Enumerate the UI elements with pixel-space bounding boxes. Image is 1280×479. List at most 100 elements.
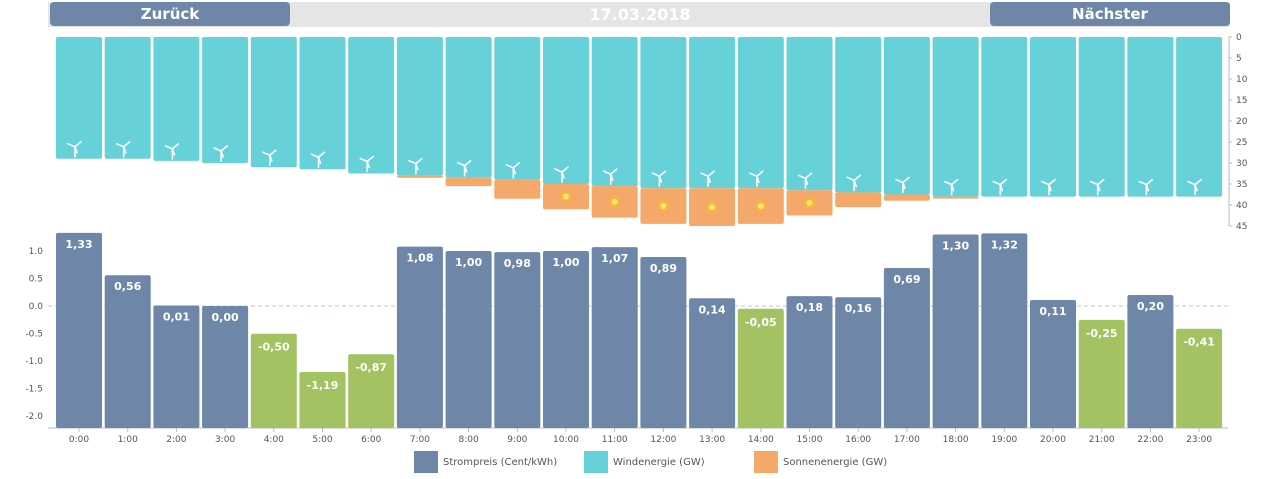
wind-bar-21[interactable] (1078, 37, 1125, 197)
x-tick-label-16: 16:00 (845, 435, 871, 445)
wind-bar-16[interactable] (835, 37, 882, 193)
price-bar-1[interactable] (104, 275, 151, 428)
price-tick-label-4: -1.0 (25, 357, 43, 367)
sun-icon-core (709, 204, 716, 211)
wind-turbine-icon (749, 170, 764, 187)
solar-bar-16[interactable] (835, 192, 882, 208)
price-bar-3[interactable] (202, 306, 249, 428)
energy-tick-label-9: 45 (1236, 222, 1247, 232)
price-bar-21[interactable] (1078, 319, 1125, 428)
energy-tick-label-7: 35 (1236, 180, 1247, 190)
wind-turbine-icon (651, 170, 667, 187)
price-value-label-21: -0,25 (1086, 327, 1118, 340)
price-bar-10[interactable] (543, 251, 589, 428)
price-bar-13[interactable] (689, 298, 736, 428)
price-bar-19[interactable] (981, 233, 1028, 428)
legend-swatch-wind (584, 451, 608, 473)
wind-bar-18[interactable] (932, 37, 979, 197)
wind-bar-20[interactable] (1030, 37, 1076, 197)
solar-bar-17[interactable] (883, 194, 930, 201)
price-tick-label-0: 1.0 (29, 247, 44, 257)
x-tick-label-4: 4:00 (264, 435, 284, 445)
wind-bar-17[interactable] (883, 37, 930, 195)
wind-bar-1[interactable] (104, 37, 151, 159)
wind-bar-6[interactable] (348, 37, 395, 174)
x-tick-label-9: 9:00 (507, 435, 527, 445)
wind-bar-11[interactable] (591, 37, 638, 187)
price-bar-20[interactable] (1030, 299, 1076, 428)
legend-item-wind[interactable]: Windenergie (GW) (584, 450, 705, 474)
price-value-label-12: 0,89 (650, 262, 677, 275)
wind-bar-7[interactable] (396, 37, 443, 176)
price-bar-0[interactable] (56, 232, 102, 428)
price-bar-8[interactable] (445, 251, 492, 428)
x-tick-label-17: 17:00 (894, 435, 920, 445)
energy-tick-label-4: 20 (1236, 117, 1248, 127)
wind-bar-22[interactable] (1127, 37, 1174, 197)
wind-bar-5[interactable] (299, 37, 346, 170)
price-bar-4[interactable] (250, 333, 297, 428)
wind-turbine-icon (700, 170, 715, 187)
wind-bar-19[interactable] (981, 37, 1028, 197)
price-bar-14[interactable] (737, 308, 784, 428)
price-bar-6[interactable] (348, 354, 395, 428)
price-value-label-4: -0,50 (258, 341, 290, 354)
price-bar-2[interactable] (153, 305, 200, 428)
price-tick-label-3: -0.5 (25, 330, 43, 340)
legend-item-solar[interactable]: Sonnenenergie (GW) (754, 450, 887, 474)
wind-bar-3[interactable] (202, 37, 249, 163)
price-bar-18[interactable] (932, 234, 979, 429)
solar-bar-18[interactable] (932, 196, 979, 199)
wind-bar-0[interactable] (56, 37, 102, 159)
next-day-button[interactable]: Nächster (990, 2, 1230, 26)
wind-bar-14[interactable] (737, 37, 784, 189)
legend-label-price: Strompreis (Cent/kWh) (443, 456, 558, 468)
wind-turbine-icon (505, 162, 521, 179)
energy-tick-label-1: 5 (1236, 54, 1242, 64)
x-tick-label-10: 10:00 (553, 435, 579, 445)
price-bar-7[interactable] (396, 246, 443, 428)
wind-bar-23[interactable] (1176, 37, 1223, 197)
price-value-label-1: 0,56 (114, 280, 141, 293)
price-bar-17[interactable] (883, 268, 930, 428)
x-tick-label-8: 8:00 (458, 435, 478, 445)
wind-turbine-icon (602, 168, 618, 185)
price-bar-5[interactable] (299, 371, 346, 428)
x-tick-label-20: 20:00 (1040, 435, 1066, 445)
wind-bar-2[interactable] (153, 37, 200, 161)
wind-turbine-icon (1041, 178, 1056, 196)
wind-turbine-icon (846, 174, 861, 192)
price-bar-23[interactable] (1176, 328, 1223, 428)
sun-icon-core (806, 199, 813, 206)
price-bar-11[interactable] (591, 247, 638, 428)
x-tick-label-1: 1:00 (118, 435, 138, 445)
wind-bar-13[interactable] (689, 37, 736, 189)
price-value-label-3: 0,00 (212, 311, 239, 324)
price-value-label-14: -0,05 (745, 316, 777, 329)
price-value-label-19: 1,32 (991, 238, 1018, 251)
wind-bar-10[interactable] (543, 37, 589, 184)
price-value-label-8: 1,00 (455, 256, 482, 269)
x-tick-label-6: 6:00 (361, 435, 381, 445)
wind-turbine-icon (310, 151, 326, 169)
solar-bar-9[interactable] (494, 179, 541, 199)
price-bar-12[interactable] (640, 257, 687, 428)
price-bar-9[interactable] (494, 252, 541, 428)
price-bar-15[interactable] (786, 296, 833, 428)
wind-bar-9[interactable] (494, 37, 541, 180)
solar-bar-7[interactable] (396, 175, 443, 178)
x-tick-label-7: 7:00 (410, 435, 430, 445)
previous-day-button[interactable]: Zurück (50, 2, 290, 26)
wind-turbine-icon (1138, 178, 1154, 196)
wind-bar-12[interactable] (640, 37, 687, 189)
wind-bar-4[interactable] (250, 37, 297, 168)
wind-turbine-icon (895, 176, 910, 194)
legend-label-wind: Windenergie (GW) (613, 456, 705, 468)
legend-item-price[interactable]: Strompreis (Cent/kWh) (414, 450, 557, 474)
price-bar-16[interactable] (835, 297, 882, 428)
wind-bar-15[interactable] (786, 37, 833, 191)
price-value-label-9: 0,98 (504, 257, 531, 270)
wind-bar-8[interactable] (445, 37, 492, 178)
solar-bar-8[interactable] (445, 177, 492, 187)
price-bar-22[interactable] (1127, 295, 1174, 428)
